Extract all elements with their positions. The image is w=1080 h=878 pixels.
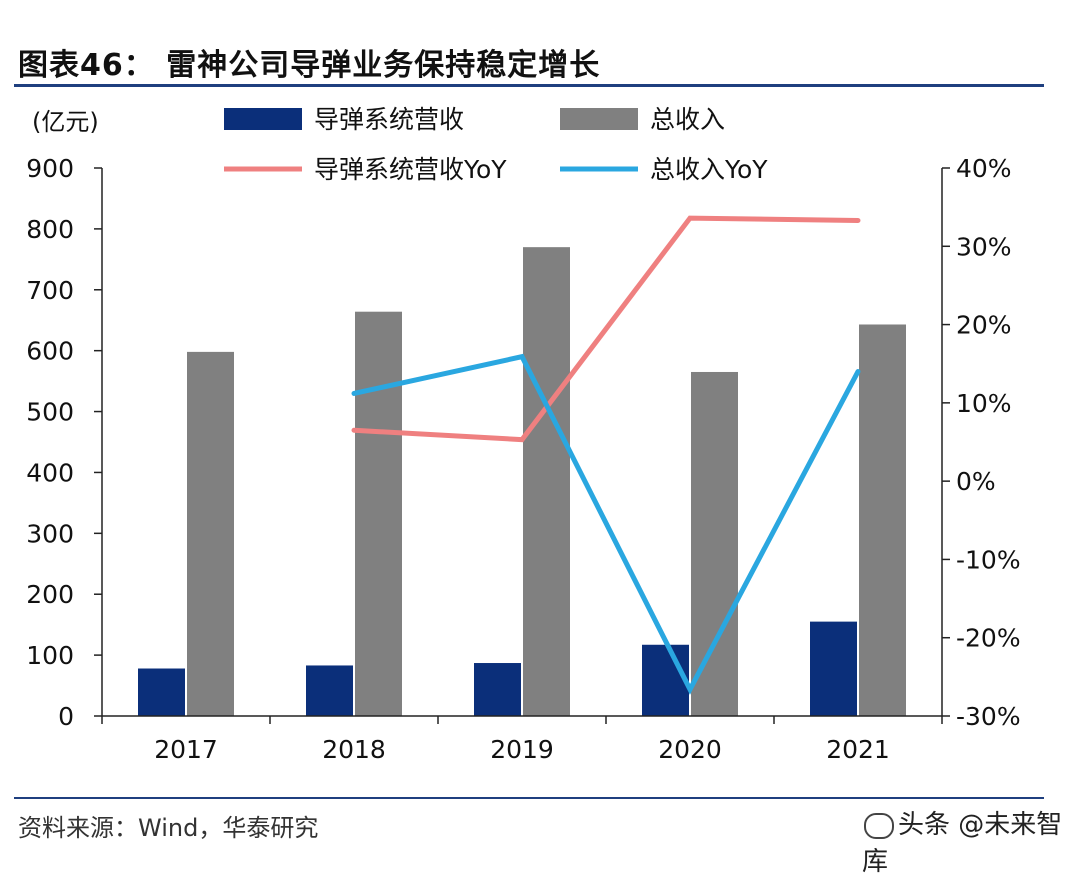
- legend-total-yoy-label: 总收入YoY: [650, 155, 768, 184]
- bar-total-2018: [355, 311, 402, 716]
- left-unit-label: (亿元): [32, 108, 99, 136]
- legend-total-swatch: [560, 108, 638, 130]
- bar-total-2019: [523, 247, 570, 716]
- footer-rule: [14, 797, 1044, 799]
- line-total-yoy: [351, 353, 861, 695]
- right-tick-label: -10%: [956, 545, 1021, 574]
- bars-layer: [138, 247, 906, 716]
- chart-title: 图表46： 雷神公司导弹业务保持稳定增长: [18, 48, 601, 83]
- x-tick-label-2018: 2018: [322, 735, 386, 764]
- bar-missile-2020: [642, 644, 689, 716]
- right-tick-label: -30%: [956, 702, 1021, 731]
- bar-missile-2019: [474, 663, 521, 716]
- right-tick-label: -20%: [956, 624, 1021, 653]
- left-tick-label: 0: [58, 702, 74, 731]
- right-tick-label: 30%: [956, 232, 1012, 261]
- chart: 0 100 200 300 400 500 600 700 800 900 -30% -20% -10%…: [26, 105, 1020, 764]
- axes-layer: 0 100 200 300 400 500 600 700 800 900 -30% -20% -10%…: [26, 108, 1020, 764]
- left-tick-label: 500: [26, 398, 74, 427]
- line-missile-yoy: [351, 215, 861, 443]
- bar-missile-2017: [138, 668, 185, 716]
- right-tick-label: 0%: [956, 467, 996, 496]
- bar-missile-2018: [306, 665, 353, 716]
- title-rule: [14, 84, 1044, 87]
- source-note: 资料来源：Wind，华泰研究: [18, 814, 319, 842]
- bar-total-2020: [691, 371, 738, 716]
- x-tick-label-2021: 2021: [826, 735, 890, 764]
- x-tick-label-2019: 2019: [490, 735, 554, 764]
- left-tick-label: 600: [26, 337, 74, 366]
- right-tick-label: 40%: [956, 154, 1012, 183]
- left-tick-label: 400: [26, 458, 74, 487]
- lines-layer: [351, 215, 861, 695]
- legend-missile-swatch: [224, 108, 302, 130]
- x-tick-label-2020: 2020: [658, 735, 722, 764]
- bar-total-2021: [859, 324, 906, 716]
- right-tick-label: 10%: [956, 389, 1012, 418]
- right-tick-label: 20%: [956, 311, 1012, 340]
- left-tick-label: 800: [26, 215, 74, 244]
- left-tick-label: 100: [26, 641, 74, 670]
- left-tick-label: 300: [26, 519, 74, 548]
- legend-missile-yoy-label: 导弹系统营收YoY: [314, 155, 507, 184]
- left-tick-label: 200: [26, 580, 74, 609]
- left-tick-label: 900: [26, 154, 74, 183]
- legend-total-label: 总收入: [650, 105, 725, 134]
- x-tick-label-2017: 2017: [154, 735, 218, 764]
- left-tick-label: 700: [26, 276, 74, 305]
- legend-missile-label: 导弹系统营收: [314, 105, 464, 134]
- bar-missile-2021: [810, 621, 857, 716]
- bar-total-2017: [187, 351, 234, 716]
- watermark: 头条 @未来智库: [862, 804, 1080, 878]
- watermark-logo-icon: [864, 812, 894, 839]
